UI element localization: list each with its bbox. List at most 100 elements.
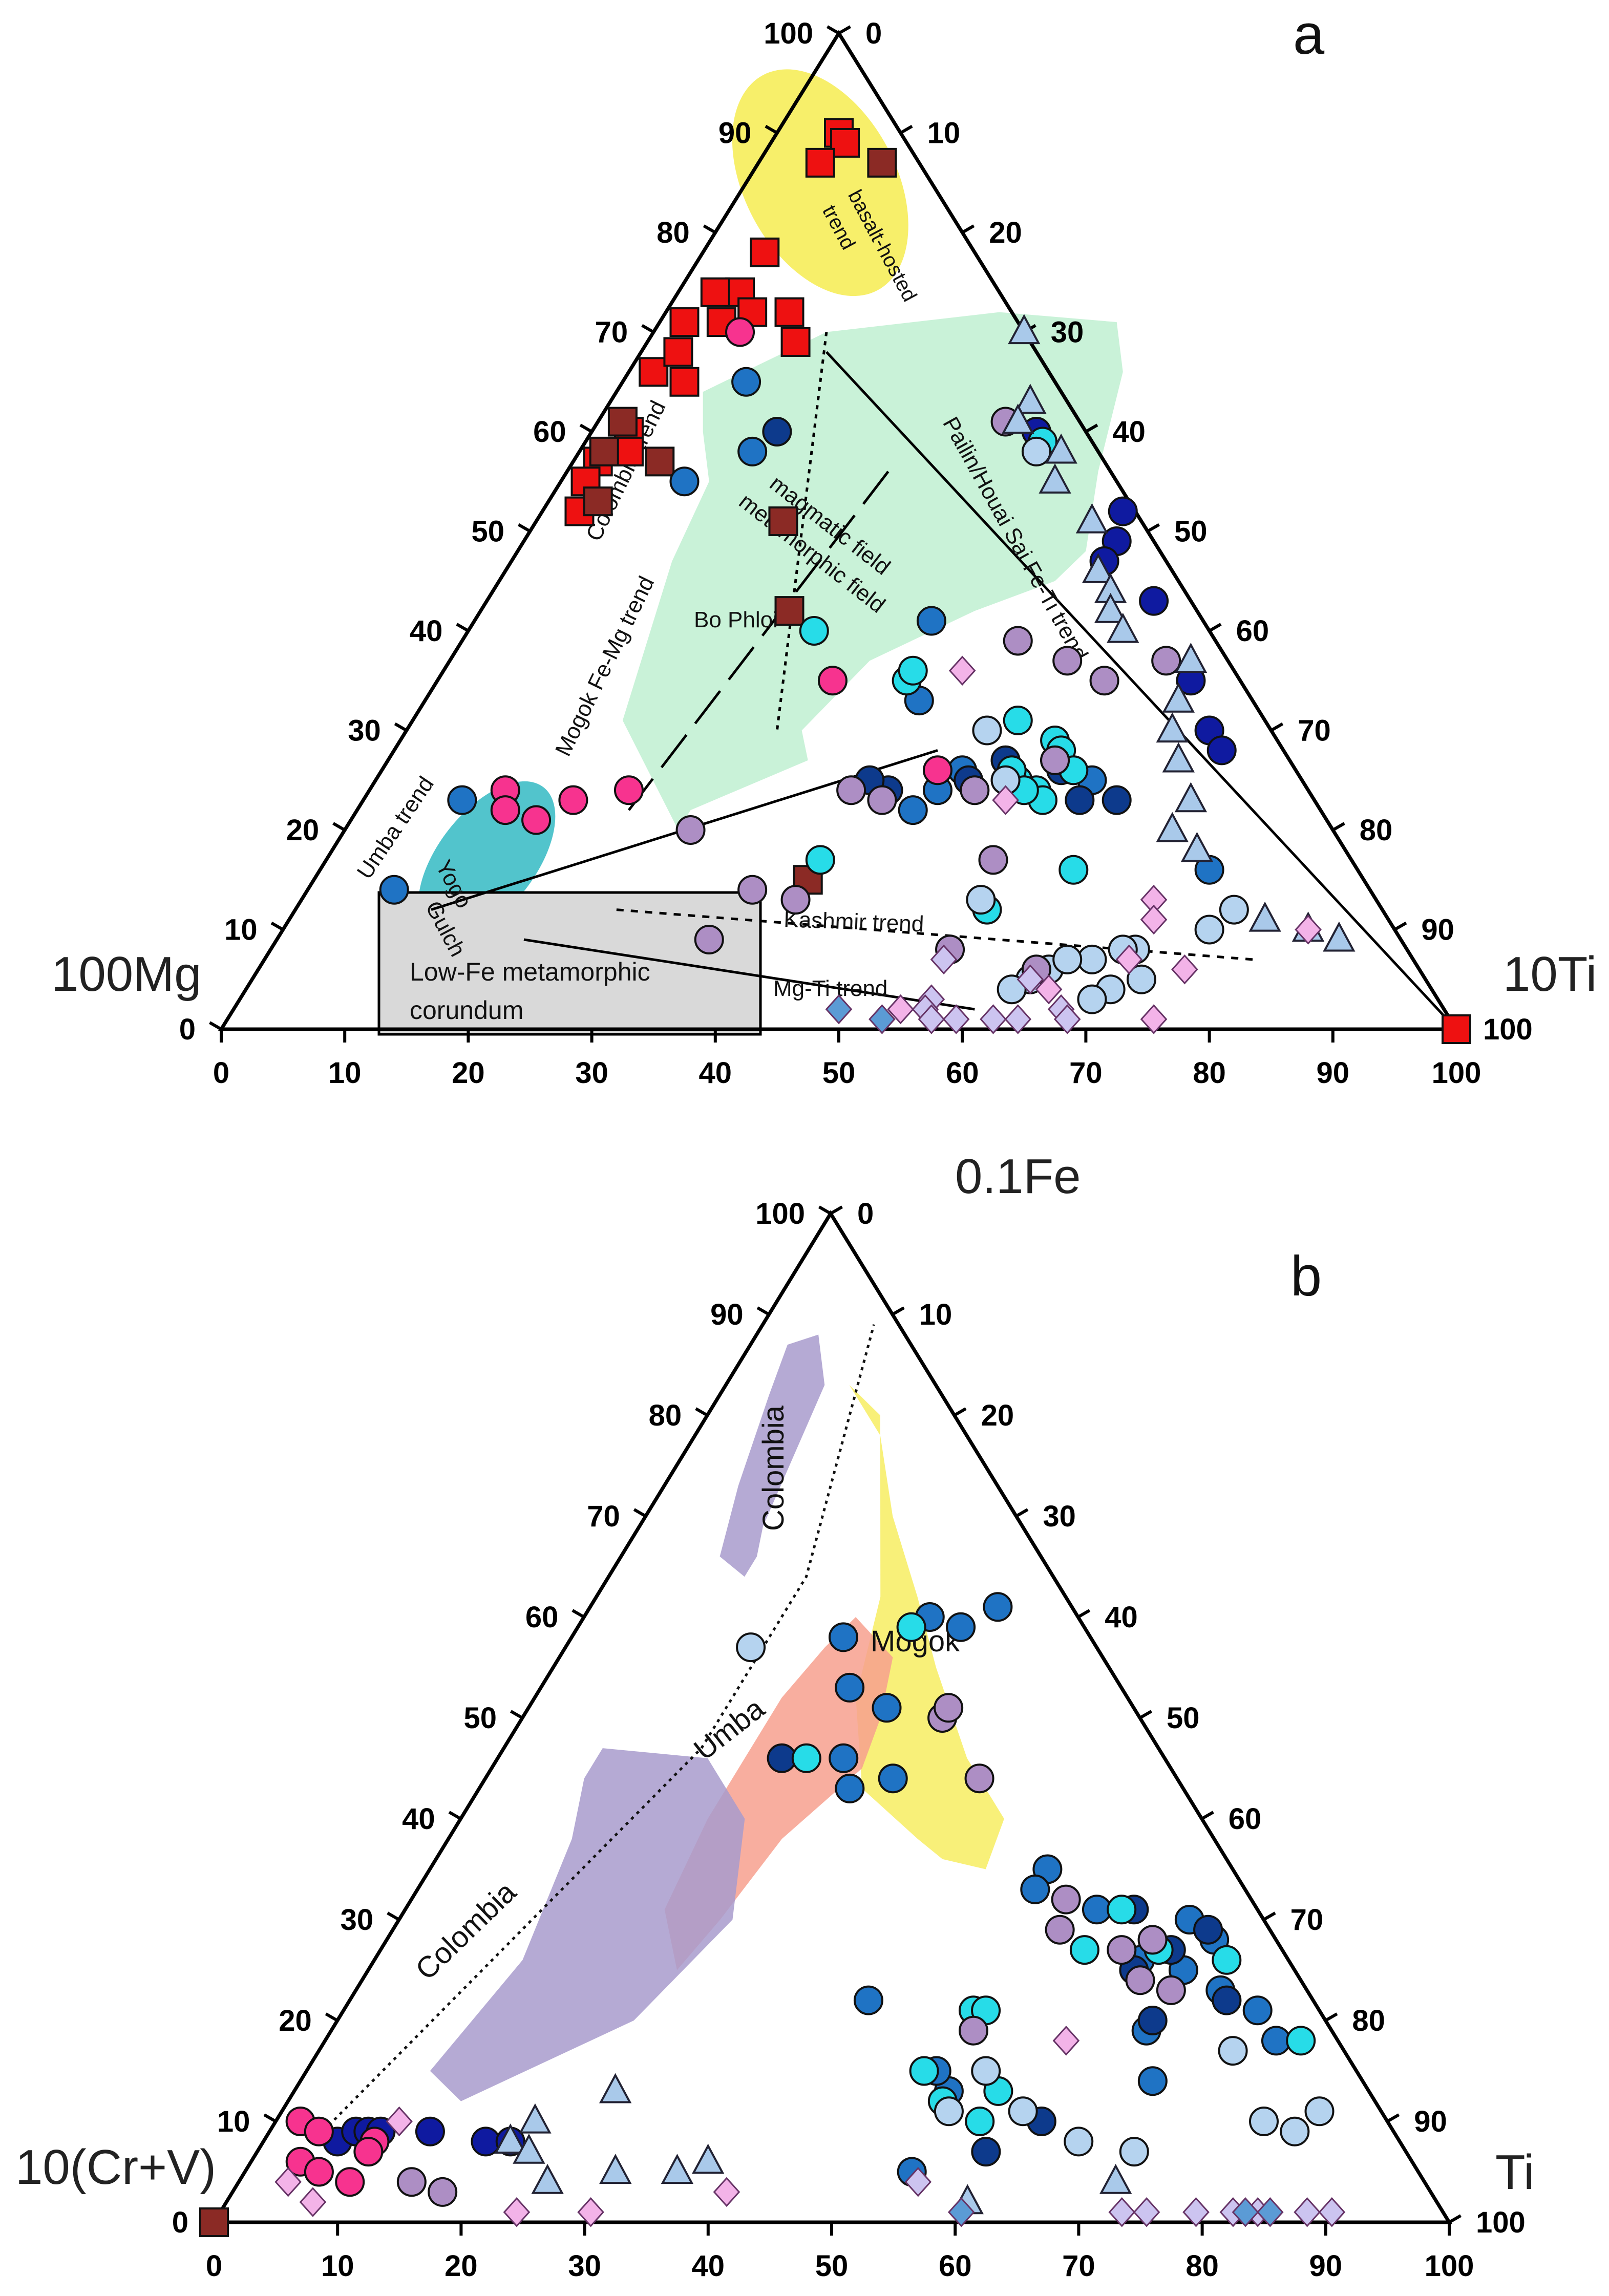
data-point — [1249, 2107, 1279, 2136]
data-point — [1295, 915, 1322, 945]
bottom-tick-label: 100 — [1432, 1056, 1481, 1090]
left-tick — [332, 822, 346, 832]
data-point — [1232, 2197, 1259, 2227]
data-point — [1218, 2036, 1248, 2066]
right-tick-label: 90 — [1414, 2105, 1447, 2138]
data-point — [1171, 954, 1198, 985]
right-tick — [1209, 623, 1222, 632]
data-point — [1156, 812, 1189, 842]
data-point — [700, 277, 730, 307]
left-tick — [510, 1710, 523, 1719]
umba-trend-label: Umba trend — [352, 772, 439, 884]
data-series-group — [947, 2197, 1284, 2227]
data-point — [663, 337, 693, 367]
data-point — [1126, 964, 1156, 994]
left-tick-label: 100 — [764, 17, 813, 50]
data-point — [447, 785, 477, 815]
data-point — [1162, 682, 1195, 713]
data-point — [1137, 2066, 1168, 2096]
right-tick — [1147, 523, 1160, 533]
left-tick — [456, 623, 469, 632]
data-point — [607, 407, 638, 437]
data-point — [922, 755, 952, 785]
data-point — [1156, 1975, 1186, 2005]
apex-right-label: 10Ti — [1503, 947, 1597, 1002]
data-point — [691, 2143, 725, 2174]
data-series-group — [199, 2207, 229, 2237]
bottom-tick-label: 10 — [328, 1056, 362, 1090]
right-tick-label: 70 — [1290, 1903, 1324, 1937]
data-point — [645, 447, 675, 477]
data-point — [1075, 503, 1109, 534]
mogok-trend-line — [627, 471, 890, 811]
right-tick — [961, 224, 975, 234]
data-point — [1137, 2006, 1168, 2035]
left-tick-label: 20 — [286, 814, 320, 847]
data-point — [531, 2163, 564, 2194]
right-tick-label: 10 — [919, 1298, 952, 1331]
data-point — [869, 1004, 896, 1034]
data-point — [1003, 626, 1033, 656]
right-tick — [1448, 2214, 1462, 2224]
bottom-tick-label: 50 — [815, 2249, 849, 2283]
data-point — [1008, 2096, 1038, 2127]
data-point — [513, 2133, 545, 2164]
data-point — [1156, 712, 1189, 743]
data-point — [1206, 735, 1237, 766]
data-series-group — [274, 2026, 1080, 2227]
colombia-lower-region — [430, 1748, 745, 2101]
data-point — [1069, 1935, 1099, 1965]
data-point — [1194, 915, 1224, 945]
data-point — [983, 1592, 1013, 1622]
bo-phloi-label: Bo Phloi — [694, 607, 778, 632]
left-tick — [387, 1911, 400, 1921]
data-point — [1020, 1874, 1050, 1904]
left-tick-label: 0 — [179, 1013, 196, 1046]
data-point — [799, 616, 829, 646]
data-point — [1052, 944, 1083, 974]
data-point — [817, 666, 848, 696]
right-tick — [1201, 1811, 1214, 1820]
data-point — [1058, 855, 1089, 885]
data-point — [1108, 496, 1138, 526]
bottom-tick-label: 80 — [1185, 2249, 1219, 2283]
left-tick — [633, 1508, 647, 1518]
data-point — [1082, 1895, 1112, 1925]
right-tick-label: 10 — [927, 117, 961, 150]
left-tick — [394, 722, 408, 732]
data-point — [805, 845, 835, 875]
left-tick-label: 40 — [410, 614, 443, 648]
right-tick-label: 30 — [1043, 1500, 1076, 1533]
right-tick — [1324, 2012, 1338, 2022]
data-point — [199, 2207, 229, 2237]
panel-letter-b: b — [1290, 1245, 1322, 1308]
data-point — [1193, 1915, 1223, 1945]
data-point — [1052, 2026, 1080, 2056]
data-point — [997, 974, 1027, 1005]
data-point — [1065, 785, 1095, 815]
data-point — [519, 2103, 552, 2134]
left-tick — [517, 523, 531, 533]
data-point — [737, 875, 768, 905]
data-point — [980, 1004, 1007, 1034]
left-tick — [703, 224, 716, 234]
left-tick — [641, 324, 654, 334]
data-point — [1107, 612, 1139, 643]
left-tick-label: 90 — [718, 117, 752, 150]
data-point — [396, 2167, 427, 2197]
bottom-tick-label: 0 — [213, 1056, 229, 1090]
data-point — [887, 994, 914, 1025]
data-point — [1212, 1985, 1242, 2015]
data-point — [829, 1743, 859, 1773]
data-point — [490, 795, 520, 825]
apex-top-label: 0.1Fe — [955, 1149, 1081, 1204]
data-point — [521, 805, 552, 835]
bottom-tick-label: 40 — [699, 1056, 732, 1090]
right-tick-label: 40 — [1112, 415, 1146, 449]
data-point — [774, 596, 804, 626]
data-point — [1053, 1004, 1081, 1034]
data-point — [731, 367, 761, 397]
bottom-tick-label: 70 — [1062, 2249, 1095, 2283]
right-tick — [1263, 1911, 1276, 1921]
